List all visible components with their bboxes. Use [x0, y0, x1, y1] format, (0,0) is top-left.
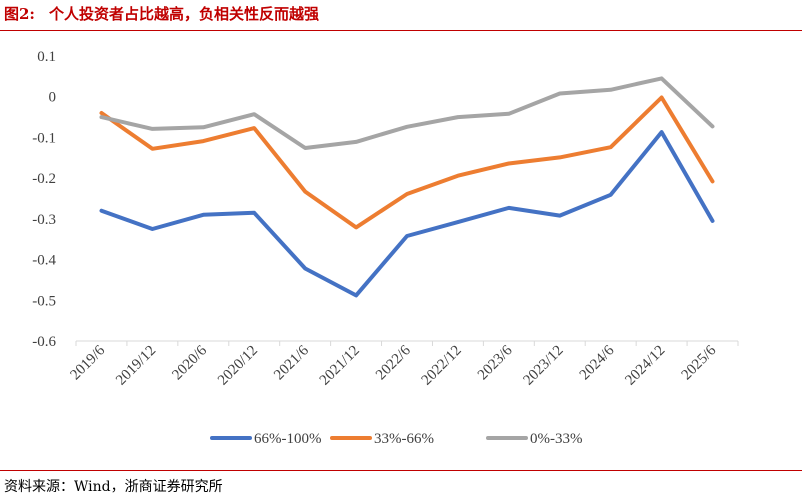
x-tick-label: 2024/12	[622, 343, 668, 389]
legend-label: 0%-33%	[530, 431, 583, 447]
x-tick-label: 2023/12	[521, 343, 567, 389]
x-tick-label: 2022/6	[373, 342, 414, 383]
y-tick-label: -0.6	[32, 334, 56, 350]
y-tick-label: -0.4	[32, 253, 56, 269]
source-rule	[0, 470, 802, 471]
series-lines	[99, 76, 715, 298]
figure-label: 图2:	[4, 5, 35, 23]
x-tick-label: 2020/6	[169, 342, 210, 383]
axes: 0.1 0 -0.1 -0.2 -0.3 -0.4 -0.5 -0.6 2019/6 2019/1…	[32, 49, 739, 389]
y-tick-label: 0.1	[37, 49, 56, 65]
x-tick-label: 2019/6	[68, 342, 109, 383]
series-line-1	[99, 130, 715, 298]
y-tick-label: -0.5	[32, 293, 56, 309]
series-line-2	[99, 95, 715, 230]
y-tick-label: -0.1	[32, 130, 56, 146]
figure-title: 图2: 个人投资者占比越高，负相关性反而越强	[4, 3, 319, 24]
x-tick-label: 2019/12	[113, 343, 159, 389]
y-tick-label: 0	[49, 90, 57, 106]
x-tick-label: 2025/6	[679, 342, 720, 383]
source-note: 资料来源：Wind，浙商证券研究所	[4, 479, 223, 495]
series-line-3	[99, 76, 715, 150]
x-tick-label: 2021/12	[317, 343, 363, 389]
x-tick-label: 2022/12	[419, 343, 465, 389]
y-tick-label: -0.3	[32, 212, 56, 228]
line-chart: 0.1 0 -0.1 -0.2 -0.3 -0.4 -0.5 -0.6 2019/6 2019/1…	[32, 49, 739, 447]
y-tick-label: -0.2	[32, 171, 56, 187]
legend: 66%-100% 33%-66% 0%-33%	[210, 431, 583, 447]
figure-name: 个人投资者占比越高，负相关性反而越强	[48, 5, 319, 23]
x-tick-label: 2021/6	[271, 342, 312, 383]
x-tick-label: 2024/6	[577, 342, 618, 383]
title-rule	[0, 30, 802, 31]
x-tick-label: 2023/6	[475, 342, 516, 383]
legend-label: 66%-100%	[254, 431, 322, 447]
x-tick-label: 2020/12	[215, 343, 261, 389]
legend-label: 33%-66%	[374, 431, 434, 447]
